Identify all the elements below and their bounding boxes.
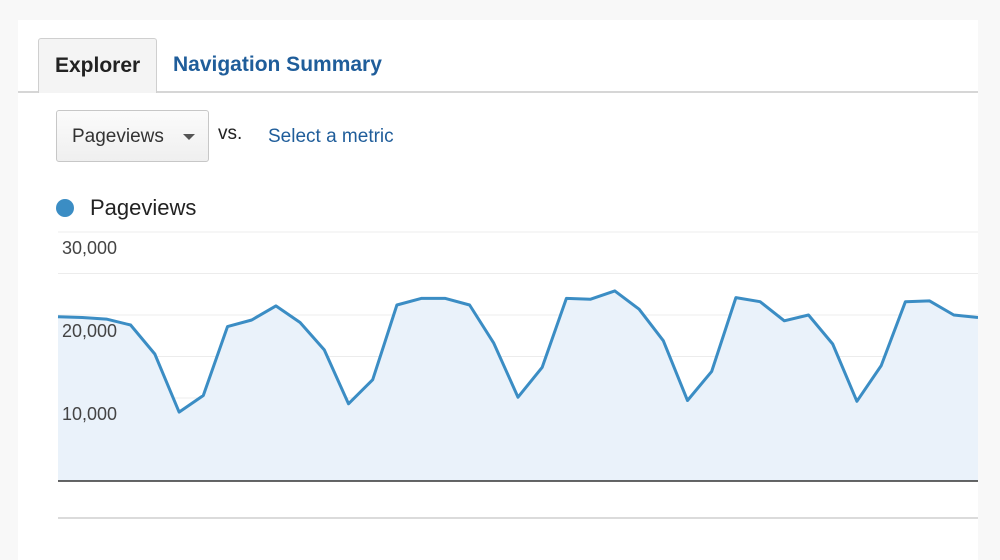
series-dot-icon [56,199,74,217]
legend-label: Pageviews [90,195,197,220]
caret-down-icon [183,134,195,140]
y-tick-label: 20,000 [62,321,117,341]
pageviews-line [57,289,978,414]
y-tick-label: 10,000 [62,404,117,424]
select-metric-link[interactable]: Select a metric [268,126,394,147]
pageviews-area [58,290,978,481]
metric-dropdown[interactable]: Pageviews [56,110,209,162]
tab-bar: Explorer Navigation Summary [18,20,978,93]
tab-explorer[interactable]: Explorer [38,38,158,93]
vs-label: vs. [218,123,243,144]
tab-navigation-summary[interactable]: Navigation Summary [173,53,382,76]
metric-dropdown-label: Pageviews [72,126,164,147]
pageviews-chart: 30,000 20,000 10,000 [57,231,978,519]
explorer-panel: Explorer Navigation Summary Pageviews vs… [18,20,978,560]
y-tick-label: 30,000 [62,238,117,258]
